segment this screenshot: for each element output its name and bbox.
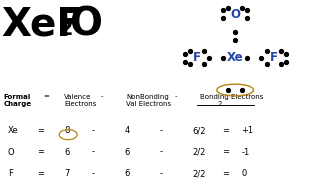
Text: 2: 2 <box>58 19 73 39</box>
Text: =: = <box>37 169 44 178</box>
Text: F: F <box>193 51 201 64</box>
Text: Xe: Xe <box>8 126 19 135</box>
Text: -: - <box>91 169 94 178</box>
Text: Bonding Electrons
        2: Bonding Electrons 2 <box>200 94 263 107</box>
Text: O: O <box>230 8 240 21</box>
Text: Formal
Charge: Formal Charge <box>3 94 31 107</box>
Text: F: F <box>270 51 278 64</box>
Text: -: - <box>160 126 163 135</box>
Text: -: - <box>160 148 163 157</box>
Text: 8: 8 <box>64 126 69 135</box>
Text: =: = <box>222 169 229 178</box>
Text: NonBonding
Val Electrons: NonBonding Val Electrons <box>126 94 172 107</box>
Text: -: - <box>91 148 94 157</box>
Text: 7: 7 <box>64 169 69 178</box>
Text: =: = <box>222 126 229 135</box>
Text: O: O <box>8 148 15 157</box>
Text: -: - <box>91 126 94 135</box>
Text: 6: 6 <box>64 148 69 157</box>
Text: 4: 4 <box>125 126 130 135</box>
Text: -: - <box>160 169 163 178</box>
Text: -1: -1 <box>242 148 250 157</box>
Text: 2/2: 2/2 <box>192 148 205 157</box>
Text: Xe: Xe <box>227 51 244 64</box>
Text: Valence
Electrons: Valence Electrons <box>64 94 96 107</box>
Text: XeF: XeF <box>2 5 84 43</box>
Text: -: - <box>174 94 177 100</box>
Text: +1: +1 <box>242 126 254 135</box>
Text: =: = <box>43 94 49 100</box>
Text: =: = <box>222 148 229 157</box>
Text: -: - <box>101 94 103 100</box>
Text: =: = <box>37 126 44 135</box>
Text: O: O <box>69 5 102 43</box>
Text: =: = <box>37 148 44 157</box>
Text: 6: 6 <box>125 148 130 157</box>
Text: 6/2: 6/2 <box>192 126 205 135</box>
Text: F: F <box>8 169 13 178</box>
Text: 6: 6 <box>125 169 130 178</box>
Text: 0: 0 <box>242 169 247 178</box>
Text: 2/2: 2/2 <box>192 169 205 178</box>
